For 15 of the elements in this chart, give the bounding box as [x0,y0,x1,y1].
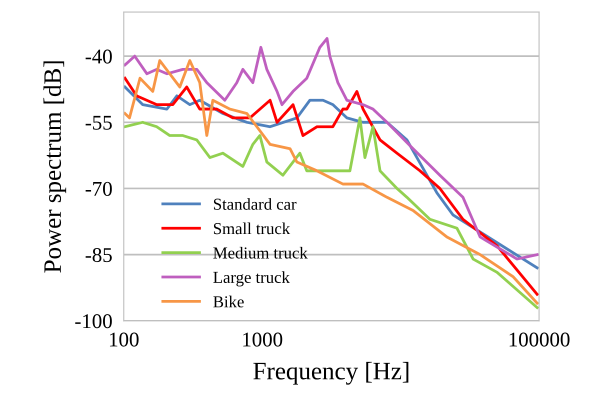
y-tick-label: -55 [86,116,112,130]
x-tick-label: 100000 [510,332,570,347]
y-tick-label: -70 [86,182,112,196]
x-axis-title: Frequency [Hz] [253,362,408,385]
legend-label: Large truck [213,271,290,286]
legend-label: Bike [213,296,244,308]
x-tick-label: 1000 [243,332,282,347]
y-tick-label: -85 [86,248,112,262]
y-tick-label: -40 [86,50,112,64]
legend-label: Small truck [214,222,290,234]
legend-label: Standard car [214,198,296,210]
y-tick-label: -100 [75,314,112,328]
y-axis-title: Power spectrum [dB] [43,61,66,273]
legend-label: Medium truck [213,246,308,259]
x-tick-label: 100 [110,332,139,347]
